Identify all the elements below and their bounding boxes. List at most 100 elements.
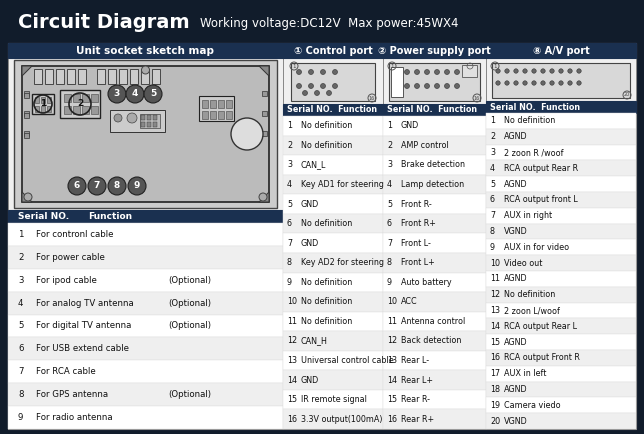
Bar: [383, 370, 486, 390]
Text: For RCA cable: For RCA cable: [36, 367, 96, 376]
Bar: [383, 273, 486, 292]
Bar: [383, 135, 486, 155]
Bar: [391, 67, 403, 97]
Bar: [199, 96, 234, 121]
Bar: [383, 312, 486, 331]
Bar: [486, 334, 636, 350]
Bar: [383, 155, 486, 175]
Text: VGND: VGND: [504, 417, 527, 426]
Text: AGND: AGND: [504, 180, 527, 189]
Bar: [486, 398, 636, 413]
Text: For GPS antenna: For GPS antenna: [36, 390, 108, 399]
Bar: [8, 315, 283, 338]
Bar: [486, 43, 636, 58]
Bar: [108, 69, 116, 84]
Bar: [486, 366, 636, 381]
Bar: [283, 331, 383, 351]
Circle shape: [496, 69, 500, 73]
Text: 8: 8: [18, 390, 23, 399]
Text: 13: 13: [490, 306, 500, 315]
Bar: [153, 122, 157, 127]
Circle shape: [296, 69, 301, 75]
Bar: [60, 90, 100, 118]
Bar: [24, 93, 29, 98]
Text: 7: 7: [94, 181, 100, 191]
Text: 16: 16: [287, 415, 297, 424]
Text: 12: 12: [387, 336, 397, 345]
Circle shape: [523, 69, 527, 73]
Text: GND: GND: [301, 200, 319, 208]
Text: AGND: AGND: [504, 338, 527, 347]
Text: 1: 1: [40, 99, 46, 108]
Text: Key AD2 for steering: Key AD2 for steering: [301, 258, 384, 267]
Circle shape: [550, 69, 554, 73]
Circle shape: [332, 69, 337, 75]
Circle shape: [541, 81, 545, 85]
Text: 6: 6: [490, 195, 495, 204]
Text: 10: 10: [490, 259, 500, 268]
Text: 15: 15: [287, 395, 297, 404]
Text: 3: 3: [387, 161, 392, 169]
Circle shape: [424, 69, 430, 75]
Circle shape: [144, 85, 162, 103]
Bar: [152, 69, 160, 84]
Bar: [141, 115, 145, 120]
Text: Rear L-: Rear L-: [401, 356, 429, 365]
Text: CAN_L: CAN_L: [301, 161, 327, 169]
Circle shape: [496, 81, 500, 85]
Circle shape: [532, 81, 536, 85]
Bar: [383, 331, 486, 351]
Text: 8: 8: [287, 258, 292, 267]
Text: Circuit Diagram: Circuit Diagram: [18, 13, 189, 33]
Circle shape: [259, 193, 267, 201]
Bar: [283, 370, 383, 390]
Text: Rear R-: Rear R-: [401, 395, 430, 404]
Circle shape: [415, 69, 419, 75]
Text: 14: 14: [387, 375, 397, 385]
Circle shape: [308, 69, 314, 75]
Circle shape: [455, 83, 460, 89]
Text: (Optional): (Optional): [168, 390, 211, 399]
Bar: [486, 192, 636, 208]
Bar: [97, 69, 105, 84]
Text: (Optional): (Optional): [168, 276, 211, 285]
Text: 1: 1: [287, 121, 292, 130]
Text: AUX in left: AUX in left: [504, 369, 546, 378]
Bar: [24, 111, 29, 116]
Text: AGND: AGND: [504, 132, 527, 141]
Text: ⑧ A/V port: ⑧ A/V port: [533, 46, 589, 56]
Text: ② Power supply port: ② Power supply port: [378, 46, 491, 56]
Circle shape: [568, 69, 573, 73]
Text: 13: 13: [287, 356, 297, 365]
Text: 2: 2: [490, 132, 495, 141]
Text: 9: 9: [134, 181, 140, 191]
Bar: [34, 69, 42, 84]
Circle shape: [88, 177, 106, 195]
Circle shape: [321, 69, 325, 75]
Text: 20: 20: [490, 417, 500, 426]
Bar: [147, 122, 151, 127]
Bar: [383, 390, 486, 409]
Text: 4: 4: [132, 89, 138, 99]
Text: 15: 15: [387, 395, 397, 404]
Bar: [82, 106, 89, 114]
Bar: [486, 287, 636, 302]
Text: 7: 7: [490, 211, 495, 220]
Text: 7: 7: [18, 367, 23, 376]
Text: Auto battery: Auto battery: [401, 278, 451, 287]
Text: Function: Function: [88, 212, 132, 221]
Text: 11: 11: [387, 317, 397, 326]
Text: 4: 4: [490, 164, 495, 173]
Text: 14: 14: [490, 322, 500, 331]
Circle shape: [505, 81, 509, 85]
Circle shape: [523, 81, 527, 85]
Bar: [486, 302, 636, 319]
Text: 17: 17: [490, 369, 500, 378]
Bar: [486, 43, 636, 429]
Text: 3: 3: [114, 89, 120, 99]
Bar: [283, 409, 383, 429]
Bar: [140, 114, 160, 128]
Text: For USB extend cable: For USB extend cable: [36, 345, 129, 353]
Bar: [22, 66, 269, 202]
Text: Serial NO.  Function: Serial NO. Function: [287, 105, 377, 115]
